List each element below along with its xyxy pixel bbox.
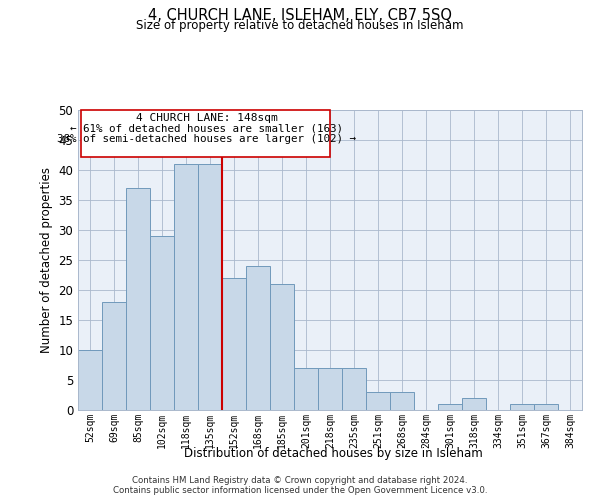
Text: 4, CHURCH LANE, ISLEHAM, ELY, CB7 5SQ: 4, CHURCH LANE, ISLEHAM, ELY, CB7 5SQ bbox=[148, 8, 452, 22]
Y-axis label: Number of detached properties: Number of detached properties bbox=[40, 167, 53, 353]
Bar bbox=[342, 368, 366, 410]
Bar bbox=[222, 278, 246, 410]
Text: Size of property relative to detached houses in Isleham: Size of property relative to detached ho… bbox=[136, 18, 464, 32]
Bar bbox=[366, 392, 390, 410]
Text: Contains HM Land Registry data © Crown copyright and database right 2024.: Contains HM Land Registry data © Crown c… bbox=[132, 476, 468, 485]
Bar bbox=[150, 236, 174, 410]
Bar bbox=[246, 266, 270, 410]
Bar bbox=[318, 368, 342, 410]
Bar bbox=[126, 188, 150, 410]
Bar bbox=[78, 350, 102, 410]
Text: Contains public sector information licensed under the Open Government Licence v3: Contains public sector information licen… bbox=[113, 486, 487, 495]
Text: ← 61% of detached houses are smaller (163): ← 61% of detached houses are smaller (16… bbox=[70, 124, 343, 134]
Bar bbox=[294, 368, 318, 410]
Bar bbox=[270, 284, 294, 410]
Bar bbox=[510, 404, 534, 410]
Text: Distribution of detached houses by size in Isleham: Distribution of detached houses by size … bbox=[184, 448, 482, 460]
Bar bbox=[198, 164, 222, 410]
Bar bbox=[390, 392, 414, 410]
Bar bbox=[534, 404, 558, 410]
Text: 38% of semi-detached houses are larger (102) →: 38% of semi-detached houses are larger (… bbox=[57, 134, 356, 144]
Bar bbox=[174, 164, 198, 410]
Bar bbox=[462, 398, 486, 410]
Text: 4 CHURCH LANE: 148sqm: 4 CHURCH LANE: 148sqm bbox=[136, 113, 277, 123]
FancyBboxPatch shape bbox=[80, 110, 330, 156]
Bar bbox=[438, 404, 462, 410]
Bar bbox=[102, 302, 126, 410]
